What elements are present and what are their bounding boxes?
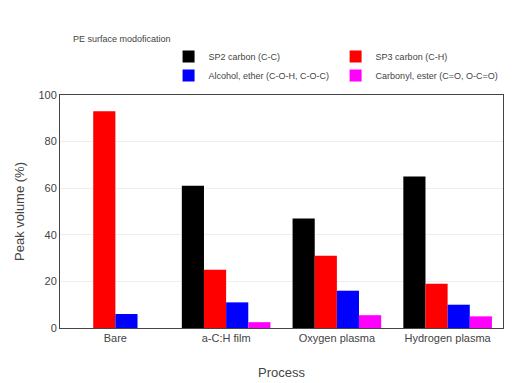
svg-text:a-C:H film: a-C:H film <box>202 332 251 344</box>
svg-text:0: 0 <box>51 322 57 334</box>
svg-text:Process: Process <box>258 365 305 380</box>
svg-text:Hydrogen plasma: Hydrogen plasma <box>405 332 492 344</box>
svg-text:80: 80 <box>45 135 57 147</box>
svg-text:PE surface modofication: PE surface modofication <box>73 34 171 44</box>
svg-text:Peak volume (%): Peak volume (%) <box>12 162 27 261</box>
svg-text:100: 100 <box>38 89 56 101</box>
svg-text:60: 60 <box>45 182 57 194</box>
svg-text:SP2 carbon (C-C): SP2 carbon (C-C) <box>209 52 281 62</box>
svg-text:Alcohol, ether (C-O-H, C-O-C): Alcohol, ether (C-O-H, C-O-C) <box>209 71 330 81</box>
svg-text:Bare: Bare <box>104 332 127 344</box>
svg-text:Carbonyl, ester (C=O, O-C=O): Carbonyl, ester (C=O, O-C=O) <box>376 71 498 81</box>
svg-text:40: 40 <box>45 229 57 241</box>
svg-text:Oxygen plasma: Oxygen plasma <box>299 332 376 344</box>
svg-text:SP3 carbon (C-H): SP3 carbon (C-H) <box>376 52 448 62</box>
svg-text:20: 20 <box>45 275 57 287</box>
